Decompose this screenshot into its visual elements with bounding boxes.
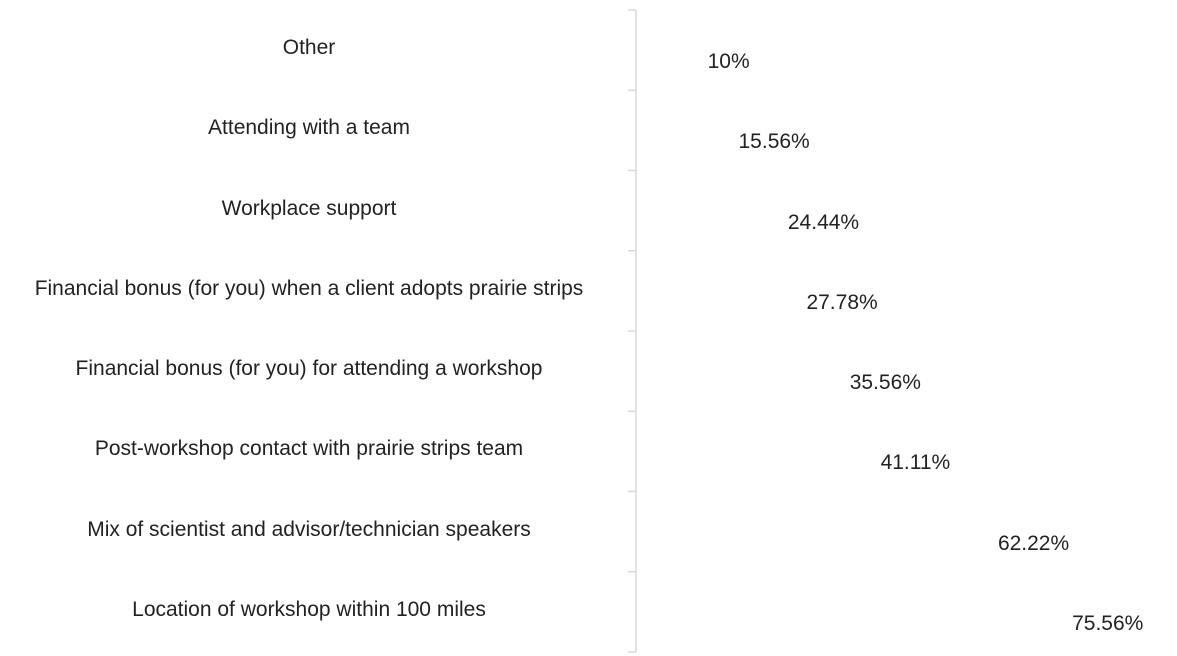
category-label: Workplace support	[221, 196, 397, 220]
value-label: 41.11%	[880, 451, 951, 475]
category-label: Financial bonus (for you) when a client …	[34, 276, 584, 300]
value-label: 24.44%	[787, 210, 860, 234]
value-label: 10%	[707, 50, 750, 74]
value-label: 75.56%	[1072, 611, 1144, 635]
category-label: Mix of scientist and advisor/technician …	[87, 517, 531, 541]
category-label: Other	[282, 36, 336, 60]
category-label: Financial bonus (for you) for attending …	[75, 357, 543, 381]
value-label: 27.78%	[806, 290, 878, 314]
category-label: Post-workshop contact with prairie strip…	[94, 437, 524, 461]
value-label: 35.56%	[849, 371, 921, 395]
category-label: Attending with a team	[208, 116, 410, 140]
value-label: 15.56%	[738, 130, 810, 154]
value-label: 62.22%	[997, 531, 1070, 555]
category-label: Location of workshop within 100 miles	[132, 597, 486, 621]
